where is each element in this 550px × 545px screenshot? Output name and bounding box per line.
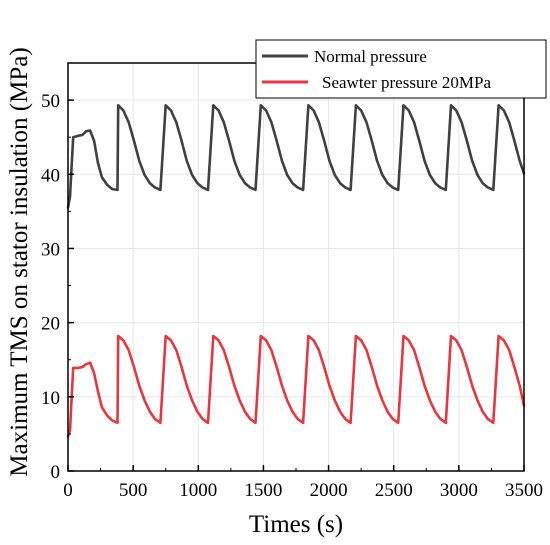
series-layer bbox=[66, 104, 526, 439]
grid bbox=[68, 63, 524, 471]
x-tick-label: 0 bbox=[63, 480, 73, 501]
x-tick-label: 1000 bbox=[179, 480, 217, 501]
x-tick-label: 2500 bbox=[375, 480, 413, 501]
y-tick-label: 0 bbox=[51, 462, 61, 483]
series-line-seawater-pressure bbox=[66, 334, 526, 439]
legend-label-normal-pressure: Normal pressure bbox=[314, 47, 427, 66]
series-line-normal-pressure bbox=[66, 104, 526, 209]
x-tick-label: 500 bbox=[119, 480, 148, 501]
x-tick-label: 1500 bbox=[244, 480, 282, 501]
y-tick-label: 50 bbox=[41, 91, 60, 112]
legend-label-seawater-pressure: Seawter pressure 20MPa bbox=[322, 73, 491, 92]
y-tick-label: 20 bbox=[41, 314, 60, 335]
legend-box bbox=[255, 39, 547, 99]
x-axis-title: Times (s) bbox=[249, 511, 343, 538]
y-tick-label: 30 bbox=[41, 239, 60, 260]
legend: Normal pressure Seawter pressure 20MPa bbox=[255, 39, 547, 99]
x-tick-label: 3000 bbox=[440, 480, 478, 501]
x-axis: 0 500 1000 1500 2000 2500 3000 3500 bbox=[63, 465, 543, 501]
x-tick-label: 2000 bbox=[310, 480, 348, 501]
y-axis: 0 10 20 30 40 50 bbox=[41, 91, 74, 483]
y-axis-title: Maximum TMS on stator insulation (MPa) bbox=[6, 47, 33, 476]
y-tick-label: 10 bbox=[41, 388, 60, 409]
y-tick-label: 40 bbox=[41, 165, 60, 186]
plot-frame bbox=[67, 62, 525, 472]
x-tick-label: 3500 bbox=[505, 480, 543, 501]
